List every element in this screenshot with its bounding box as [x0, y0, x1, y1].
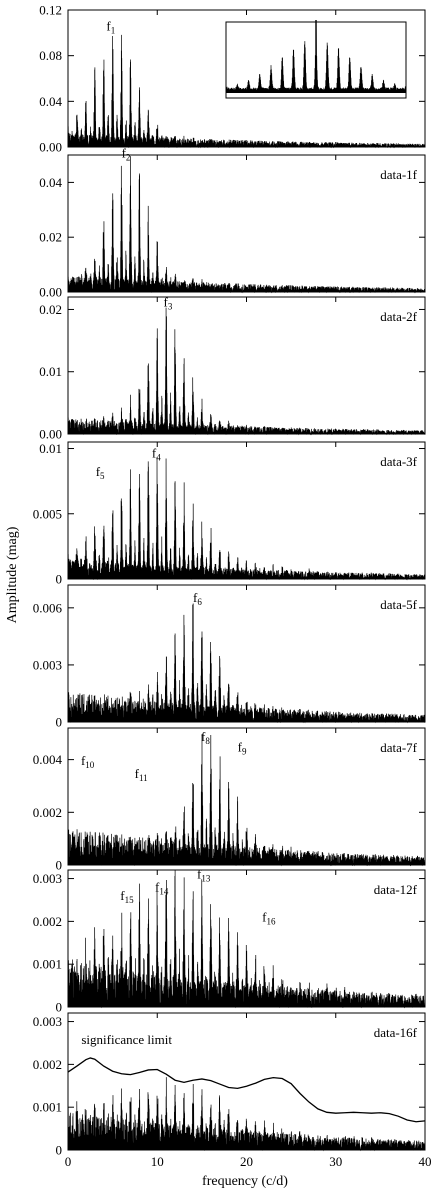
frequency-annotation: f10 [81, 753, 95, 770]
y-tick-label: 0.04 [39, 175, 62, 190]
frequency-annotation: f13 [197, 867, 211, 884]
frequency-annotation: f1 [106, 19, 115, 36]
y-tick-label: 0 [56, 1000, 63, 1015]
spectrum-trace [67, 1077, 426, 1152]
panel-7: 0 0.001 0.002 0.003 data-12f f15 f14 f13 f16 [33, 867, 426, 1015]
y-tick-label: 0.001 [33, 957, 62, 972]
frequency-annotation: f4 [152, 446, 161, 463]
panel-frame [67, 584, 426, 723]
x-tick-label: 30 [329, 1154, 342, 1169]
y-tick-label: 0.003 [33, 871, 62, 886]
spectrum-trace [67, 156, 426, 294]
y-tick-label: 0.00 [39, 427, 62, 442]
frequency-annotation: f11 [135, 766, 148, 783]
y-tick-label: 0 [56, 858, 63, 873]
y-axis-label: Amplitude (mag) [5, 526, 20, 623]
y-tick-label: 0.02 [39, 230, 62, 245]
frequency-annotation: f5 [96, 464, 105, 481]
spectral-window-inset [225, 19, 407, 99]
x-tick-label: 10 [151, 1154, 164, 1169]
significance-limit-curve [67, 1057, 426, 1123]
y-tick-label: 0.08 [39, 48, 62, 63]
spectrum-trace [67, 457, 426, 581]
frequency-annotation: f14 [155, 879, 169, 896]
y-tick-label: 0.00 [39, 140, 62, 155]
spectrum-trace [67, 603, 426, 724]
y-tick-label: 0.003 [33, 657, 62, 672]
y-tick-label: 0.01 [39, 441, 62, 456]
y-tick-label: 0 [56, 572, 63, 587]
y-tick-label: 0.002 [33, 805, 62, 820]
spectrum-trace [67, 869, 426, 1009]
panel-4: 0 0.005 0.01 data-3f f5 f4 [33, 441, 426, 587]
y-tick-label: 0.005 [33, 506, 62, 521]
frequency-annotation: f16 [262, 909, 276, 926]
y-tick-label: 0.006 [33, 600, 63, 615]
y-tick-label: 0 [56, 1143, 63, 1158]
frequency-annotation: f15 [120, 888, 134, 905]
spectrum-trace [67, 307, 426, 436]
panel-label: data-2f [380, 309, 417, 324]
panel-5: 0 0.003 0.006 data-5f f6 [33, 584, 426, 730]
x-tick-label: 20 [240, 1154, 253, 1169]
y-tick-label: 0.002 [33, 1057, 62, 1072]
frequency-annotation: f8 [201, 729, 210, 746]
y-tick-label: 0.002 [33, 914, 62, 929]
inset-trace [225, 19, 407, 94]
panel-8: 0 0.001 0.002 0.003 data-16f significance lim… [33, 1012, 426, 1158]
frequency-annotation: f3 [164, 294, 173, 311]
panel-label: data-16f [374, 1025, 418, 1040]
x-tick-label: 40 [419, 1154, 432, 1169]
panel-label: data-3f [380, 454, 417, 469]
frequency-annotation: f9 [238, 740, 247, 757]
y-tick-label: 0.04 [39, 94, 62, 109]
x-tick-label: 0 [65, 1154, 72, 1169]
y-tick-label: 0.001 [33, 1100, 62, 1115]
panel-label: data-1f [380, 167, 417, 182]
panel-6: 0 0.002 0.004 data-7f f10 f11 f8 f9 [33, 727, 426, 873]
panels: 0.000.040.080.12f10.000.020.04data-1ff20… [33, 3, 426, 1158]
y-tick-label: 0.12 [39, 3, 62, 18]
y-tick-label: 0.01 [39, 364, 62, 379]
panel-label: data-12f [374, 882, 418, 897]
panel-label: data-5f [380, 597, 417, 612]
y-tick-label: 0 [56, 715, 63, 730]
y-tick-label: 0.003 [33, 1014, 62, 1029]
panel-2: 0.00 0.02 0.04 data-1f f2 [39, 146, 426, 300]
x-axis-tick-labels: 0 10 20 30 40 [65, 1154, 432, 1169]
panel-label: data-7f [380, 740, 417, 755]
x-axis-label: frequency (c/d) [202, 1174, 288, 1189]
significance-limit-label: significance limit [81, 1032, 172, 1047]
y-tick-label: 0.02 [39, 302, 62, 317]
y-tick-label: 0.00 [39, 285, 62, 300]
panel-3: 0.00 0.01 0.02 data-2f f3 [39, 294, 426, 442]
frequency-annotation: f6 [193, 590, 202, 607]
panel-1: 0.00 0.04 0.08 0.12 f1 [39, 3, 426, 155]
y-tick-label: 0.004 [33, 752, 63, 767]
frequency-annotation: f2 [122, 146, 131, 163]
spectrum-trace [67, 734, 426, 867]
